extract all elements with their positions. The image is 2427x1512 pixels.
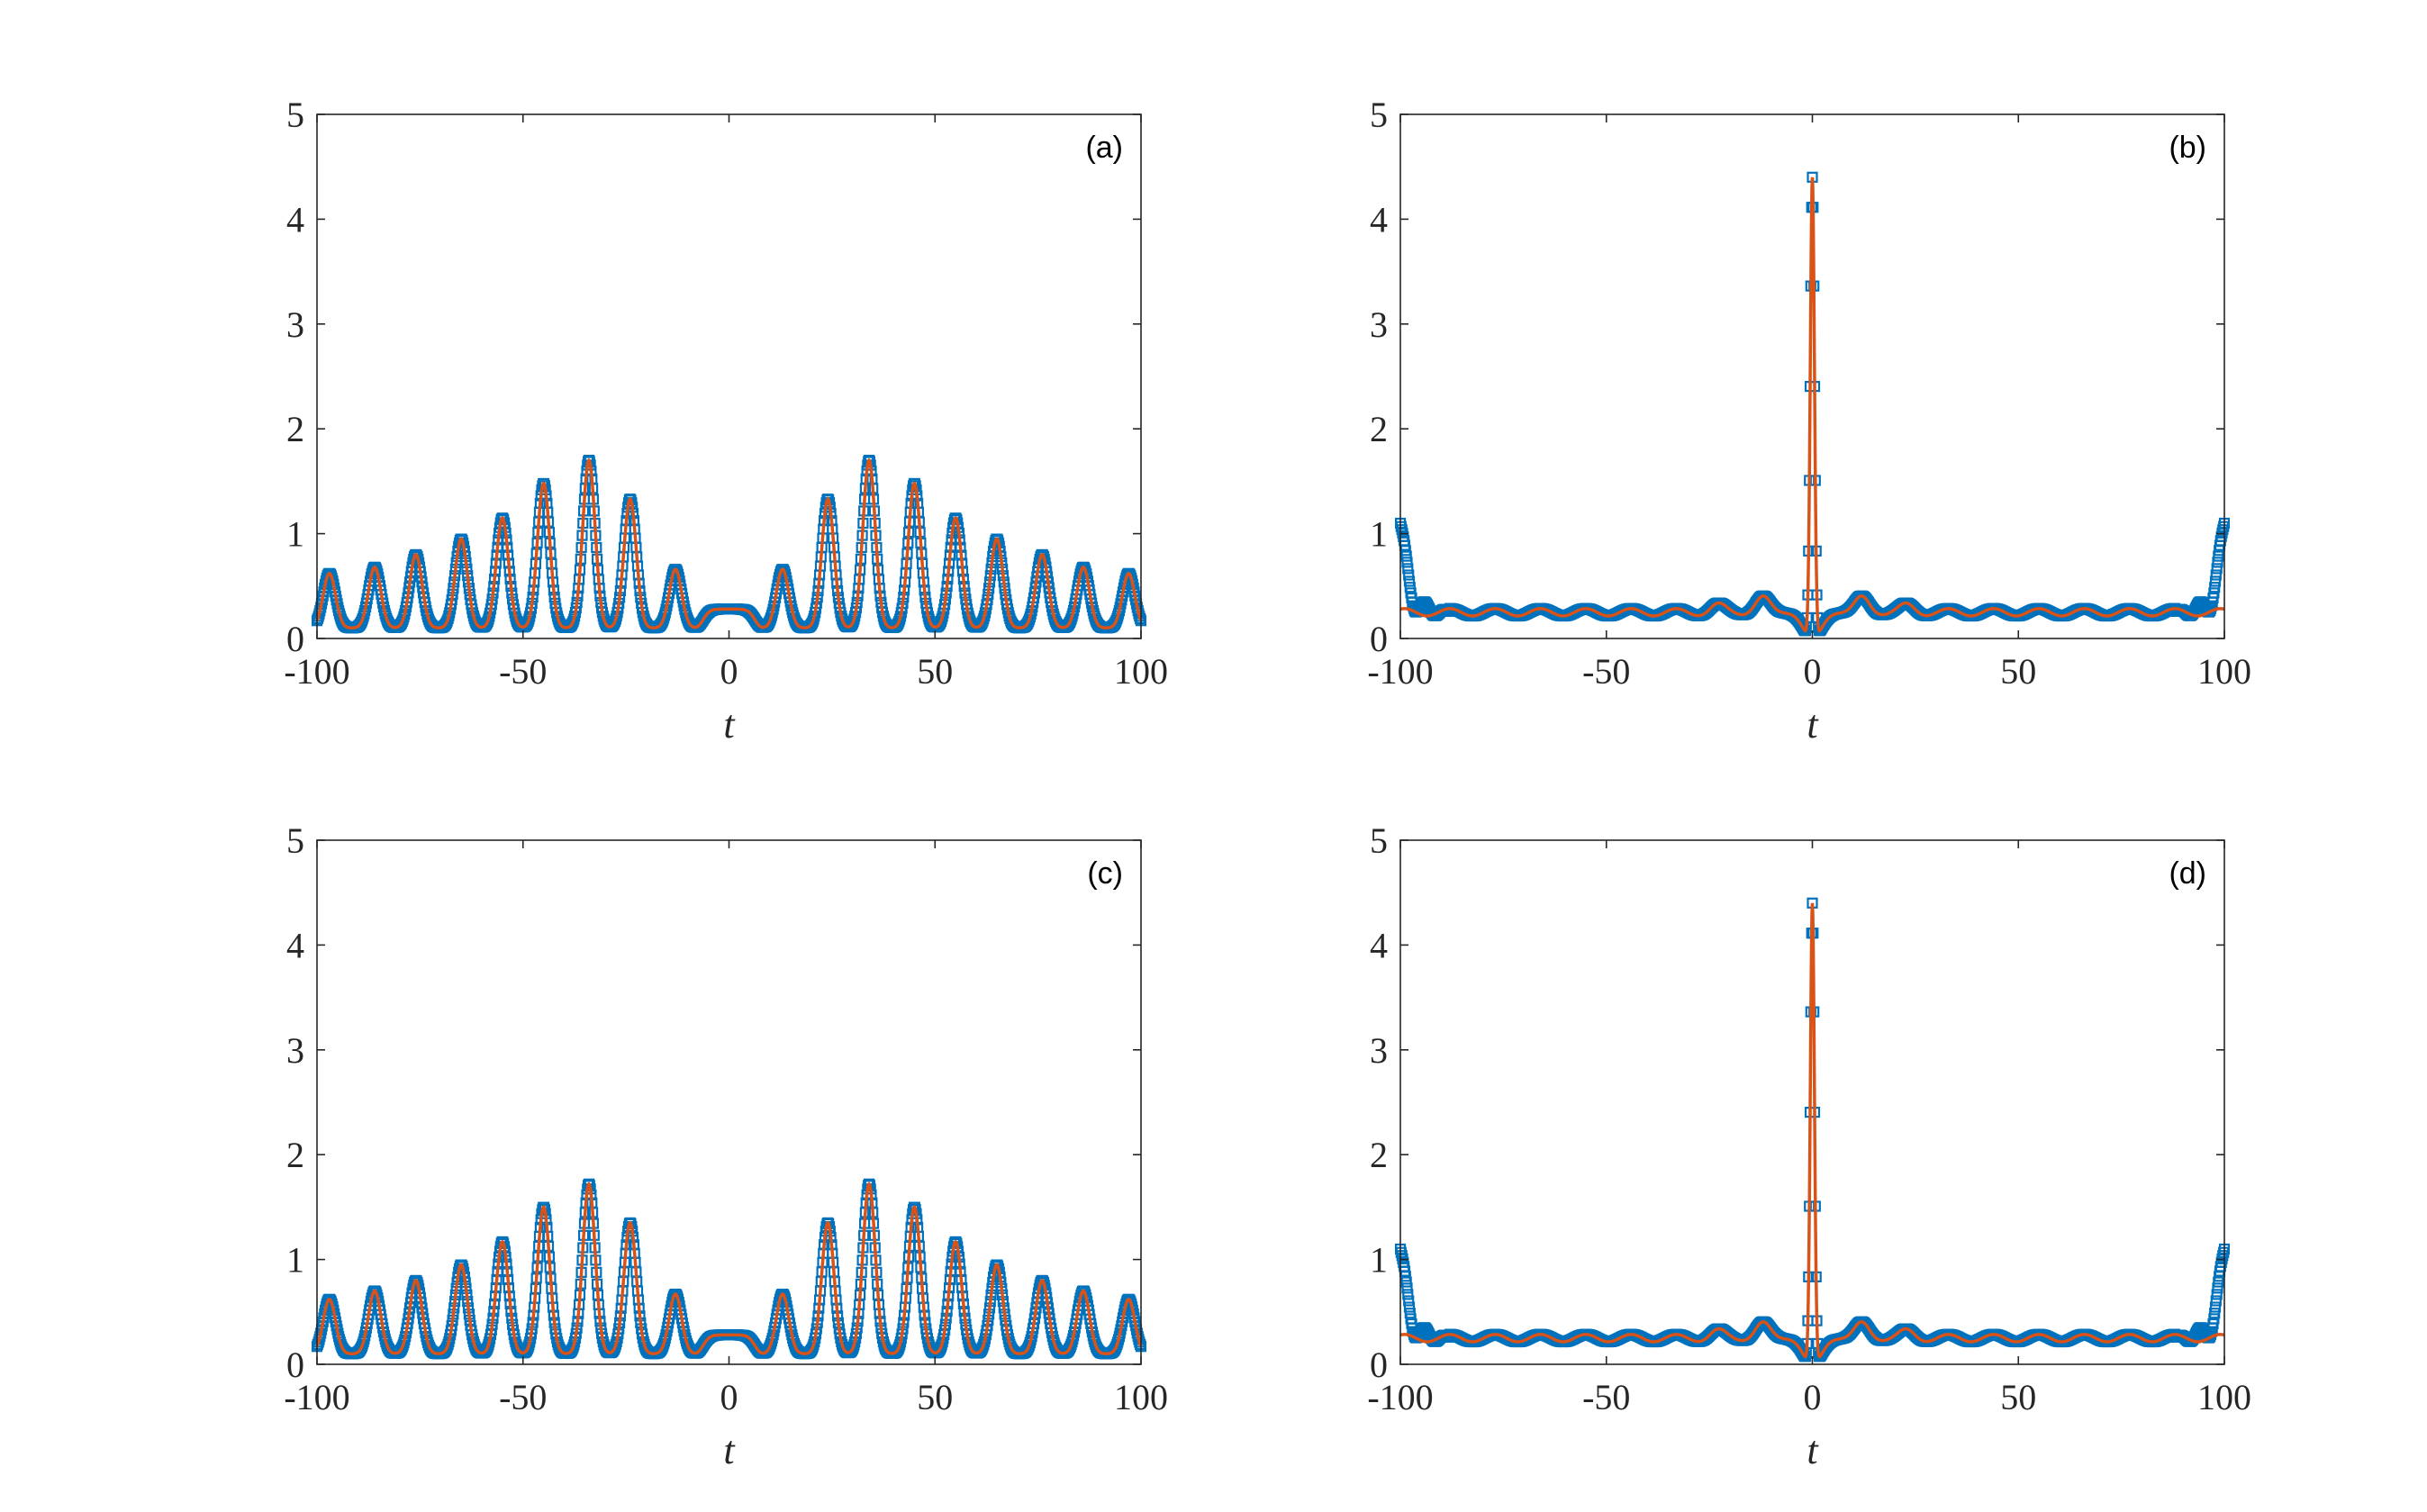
series-line [1399,902,2225,1359]
marker-point [1399,1271,1411,1282]
marker-point [1402,1289,1414,1300]
panel-b: -100 -50 0 50 100 0 1 2 3 4 5 t (b) [1367,95,2251,747]
x-tick-label: 50 [917,651,953,692]
y-tick-label: 3 [286,1030,304,1071]
x-axis-label: t [723,1428,736,1472]
marker-point [2213,550,2224,562]
y-tick-label: 5 [286,820,304,861]
y-tick-label: 0 [286,619,304,659]
y-tick-label: 5 [1370,95,1388,135]
panel-a: -100 -50 0 50 100 0 1 2 3 4 5 t (a) [284,95,1168,747]
series-line [315,1182,1143,1355]
y-tick-label: 2 [286,1135,304,1175]
y-tick-label: 4 [1370,925,1388,965]
x-tick-label: 100 [1114,1377,1168,1417]
y-tick-label: 0 [286,1345,304,1385]
marker-point [1404,582,1416,593]
x-tick-label: 0 [720,1377,738,1417]
x-tick-label: 100 [1114,651,1168,692]
panel-label: (b) [2169,131,2206,165]
x-tick-label: 0 [1804,651,1822,692]
marker-point [2209,582,2221,593]
marker-point [2212,557,2223,568]
x-axis-label: t [1807,1428,1819,1472]
x-axis-label: t [1807,702,1819,747]
y-tick-label: 4 [286,925,304,965]
y-tick-label: 3 [286,304,304,345]
x-tick-label: -100 [284,1377,349,1417]
y-tick-label: 3 [1370,1030,1388,1071]
x-tick-label: -100 [1367,1377,1433,1417]
x-tick-label: 50 [2000,651,2036,692]
marker-point [1404,1308,1416,1319]
marker-point [1400,550,1412,562]
marker-point [2209,575,2222,587]
marker-point [1403,575,1416,587]
y-tick-label: 2 [286,409,304,449]
marker-point [2208,587,2220,599]
y-tick-label: 0 [1370,619,1388,659]
y-tick-label: 2 [1370,409,1388,449]
x-tick-label: -50 [1582,1377,1630,1417]
x-tick-label: 100 [2197,1377,2251,1417]
x-tick-label: 100 [2197,651,2251,692]
marker-point [2210,1295,2222,1307]
x-tick-label: -100 [284,651,349,692]
x-tick-label: -50 [499,651,547,692]
y-tick-label: 0 [1370,1345,1388,1385]
marker-point [2210,569,2222,581]
x-tick-label: -50 [1582,651,1630,692]
x-tick-label: 50 [917,1377,953,1417]
marker-point [2209,1308,2221,1319]
marker-point [2212,1282,2223,1294]
marker-point [1401,1282,1413,1294]
marker-point [1402,563,1414,575]
y-tick-label: 1 [1370,514,1388,555]
marker-point [2209,1301,2222,1313]
y-tick-label: 1 [1370,1240,1388,1281]
panel-d: -100 -50 0 50 100 0 1 2 3 4 5 t (d) [1367,820,2251,1472]
panel-label: (a) [1085,131,1123,165]
marker-point [2211,563,2223,575]
marker-point [2211,1289,2223,1300]
marker-point [1403,1295,1415,1307]
x-tick-label: 0 [720,651,738,692]
y-tick-label: 1 [286,514,304,555]
marker-point [1401,557,1413,568]
marker-point [2213,1276,2224,1288]
panel-label: (d) [2169,856,2206,891]
x-tick-label: 50 [2000,1377,2036,1417]
x-axis-label: t [723,702,736,747]
marker-point [1403,1301,1416,1313]
panel-label: (c) [1087,856,1123,891]
x-tick-label: 0 [1804,1377,1822,1417]
x-tick-label: -100 [1367,651,1433,692]
y-tick-label: 2 [1370,1135,1388,1175]
marker-point [1399,545,1411,557]
y-tick-label: 1 [286,1240,304,1281]
panel-c: -100 -50 0 50 100 0 1 2 3 4 5 t (c) [284,820,1168,1472]
marker-point [1403,569,1415,581]
marker-point [1400,1276,1412,1288]
x-tick-label: -50 [499,1377,547,1417]
series-line [1399,177,2225,633]
y-tick-label: 5 [286,95,304,135]
marker-point [2208,1313,2220,1325]
y-tick-label: 5 [1370,820,1388,861]
y-tick-label: 3 [1370,304,1388,345]
series-line [315,457,1143,629]
y-tick-label: 4 [1370,199,1388,240]
y-tick-label: 4 [286,199,304,240]
